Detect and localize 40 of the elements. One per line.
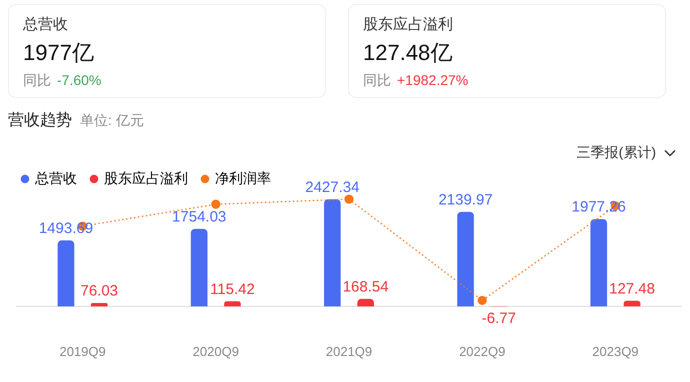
- x-tick-label: 2023Q9: [592, 344, 639, 359]
- text: 同比: [23, 72, 51, 88]
- text: +1982.27%: [397, 72, 468, 88]
- bar: [224, 301, 241, 306]
- bar: [357, 298, 374, 306]
- x-tick-label: 2021Q9: [326, 344, 372, 359]
- x-tick-label: 2019Q9: [59, 344, 106, 359]
- text: 总营收: [23, 15, 69, 34]
- x-tick-label: 2020Q9: [192, 344, 239, 359]
- x-tick-label: 2022Q9: [459, 344, 506, 359]
- bar: [624, 300, 640, 306]
- data-label: -6.77: [482, 310, 516, 327]
- point: [478, 296, 487, 306]
- point: [211, 200, 220, 209]
- data-label: 2139.97: [438, 192, 493, 209]
- text: 股东应占溢利: [363, 15, 454, 34]
- data-label: 2427.34: [305, 178, 360, 196]
- data-label: 127.48: [609, 280, 655, 298]
- bar: [590, 219, 608, 306]
- data-label: 1493.69: [38, 220, 94, 238]
- chart-subtitle: 单位: 亿元: [80, 112, 144, 128]
- point: [344, 194, 354, 204]
- chart-title: 营收趋势: [8, 112, 72, 129]
- legend-label: 股东应占溢利: [104, 170, 188, 186]
- legend-label: 总营收: [34, 170, 77, 186]
- data-label: 76.03: [80, 282, 118, 300]
- text: -7.60%: [57, 72, 102, 88]
- data-label: 168.54: [342, 278, 389, 296]
- bar: [324, 199, 341, 306]
- text: 三季报(累计): [576, 144, 656, 162]
- bar: [90, 302, 108, 306]
- data-label: 115.42: [210, 280, 255, 298]
- bar: [457, 212, 474, 306]
- text: 同比: [363, 72, 391, 88]
- text: 127.48亿: [363, 39, 454, 67]
- bar: [58, 240, 74, 306]
- legend-label: 净利润率: [215, 170, 271, 186]
- bar: [190, 228, 208, 306]
- text: 1977亿: [23, 39, 95, 67]
- data-label: 1754.03: [172, 208, 226, 226]
